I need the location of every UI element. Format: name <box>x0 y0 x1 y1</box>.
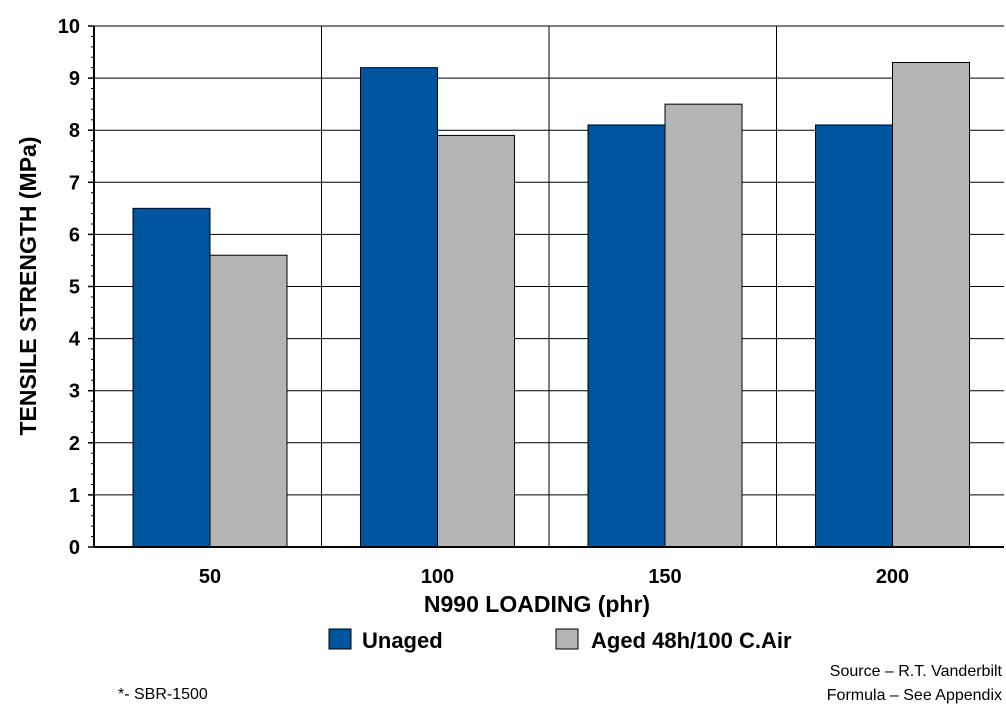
bar-aged-150 <box>664 103 743 548</box>
x-tick-label-150: 150 <box>648 566 681 588</box>
x-tick-label-100: 100 <box>421 566 454 588</box>
y-tick-label-2: 2 <box>69 433 80 455</box>
legend-swatch-aged <box>555 628 579 650</box>
formula-note: Formula – See Appendix <box>827 687 1002 704</box>
y-tick-labels: 0 1 2 3 4 5 6 7 8 9 10 <box>58 16 81 559</box>
source-note: Source – R.T. Vanderbilt <box>830 663 1003 680</box>
x-tick-labels: 50 100 150 200 <box>199 566 909 588</box>
y-tick-label-5: 5 <box>69 277 80 299</box>
bar-unaged-200 <box>815 124 893 548</box>
x-tick-label-50: 50 <box>199 566 221 588</box>
bar-unaged-50 <box>132 207 211 548</box>
y-tick-label-9: 9 <box>69 68 80 90</box>
y-tick-label-4: 4 <box>69 329 81 351</box>
y-tick-label-6: 6 <box>69 224 80 246</box>
axes <box>88 25 1004 548</box>
bar-aged-200 <box>892 61 970 548</box>
bar-aged-100 <box>437 134 515 548</box>
legend-swatch-unaged <box>328 628 352 650</box>
y-tick-label-3: 3 <box>69 381 80 403</box>
y-axis-title: TENSILE STRENGTH (MPa) <box>15 136 41 435</box>
polymer-note: *- SBR-1500 <box>118 686 208 703</box>
y-tick-label-7: 7 <box>69 172 80 194</box>
legend: Unaged Aged 48h/100 C.Air <box>328 628 792 653</box>
y-tick-label-0: 0 <box>69 537 80 559</box>
y-tick-label-8: 8 <box>69 120 80 142</box>
bar-unaged-150 <box>587 124 666 548</box>
y-tick-label-1: 1 <box>69 485 80 507</box>
legend-label-aged: Aged 48h/100 C.Air <box>591 628 792 653</box>
legend-label-unaged: Unaged <box>362 628 443 653</box>
bar-aged-50 <box>209 254 288 548</box>
y-tick-label-10: 10 <box>58 16 80 38</box>
bars <box>132 61 970 548</box>
bar-unaged-100 <box>360 67 438 548</box>
x-axis-title: N990 LOADING (phr) <box>424 591 650 617</box>
x-tick-label-200: 200 <box>876 566 909 588</box>
